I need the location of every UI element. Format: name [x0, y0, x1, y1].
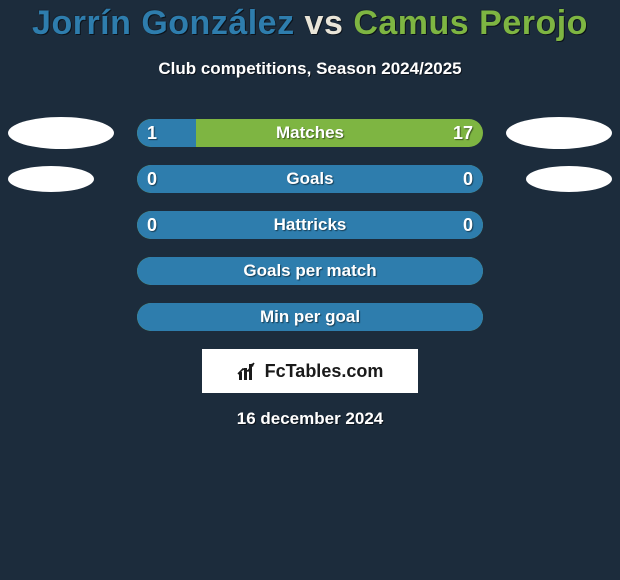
- stat-bar: 00Hattricks: [137, 211, 483, 239]
- stat-row: 00Hattricks: [0, 211, 620, 239]
- chart-icon: [237, 360, 259, 382]
- stat-label: Hattricks: [137, 211, 483, 239]
- season-subtitle: Club competitions, Season 2024/2025: [0, 59, 620, 79]
- player1-avatar: [8, 166, 94, 192]
- stat-label: Goals per match: [137, 257, 483, 285]
- source-logo-text: FcTables.com: [265, 361, 384, 382]
- player2-avatar: [506, 117, 612, 149]
- stat-label: Matches: [137, 119, 483, 147]
- stat-bar: Min per goal: [137, 303, 483, 331]
- player1-name: Jorrín González: [32, 4, 295, 42]
- stat-row: Min per goal: [0, 303, 620, 331]
- stats-list: 117Matches 00Goals 00Hattricks Goals per ma…: [0, 119, 620, 331]
- comparison-title: Jorrín González vs Camus Perojo: [0, 4, 620, 43]
- stat-bar: 117Matches: [137, 119, 483, 147]
- source-logo[interactable]: FcTables.com: [202, 349, 418, 393]
- stat-label: Goals: [137, 165, 483, 193]
- stat-bar: Goals per match: [137, 257, 483, 285]
- stat-row: Goals per match: [0, 257, 620, 285]
- player1-avatar: [8, 117, 114, 149]
- player2-name: Camus Perojo: [353, 4, 588, 42]
- widget-root: Jorrín González vs Camus Perojo Club com…: [0, 0, 620, 580]
- player2-avatar: [526, 166, 612, 192]
- stat-row: 00Goals: [0, 165, 620, 193]
- stat-bar: 00Goals: [137, 165, 483, 193]
- snapshot-date: 16 december 2024: [0, 409, 620, 429]
- stat-label: Min per goal: [137, 303, 483, 331]
- vs-separator: vs: [305, 4, 344, 42]
- stat-row: 117Matches: [0, 119, 620, 147]
